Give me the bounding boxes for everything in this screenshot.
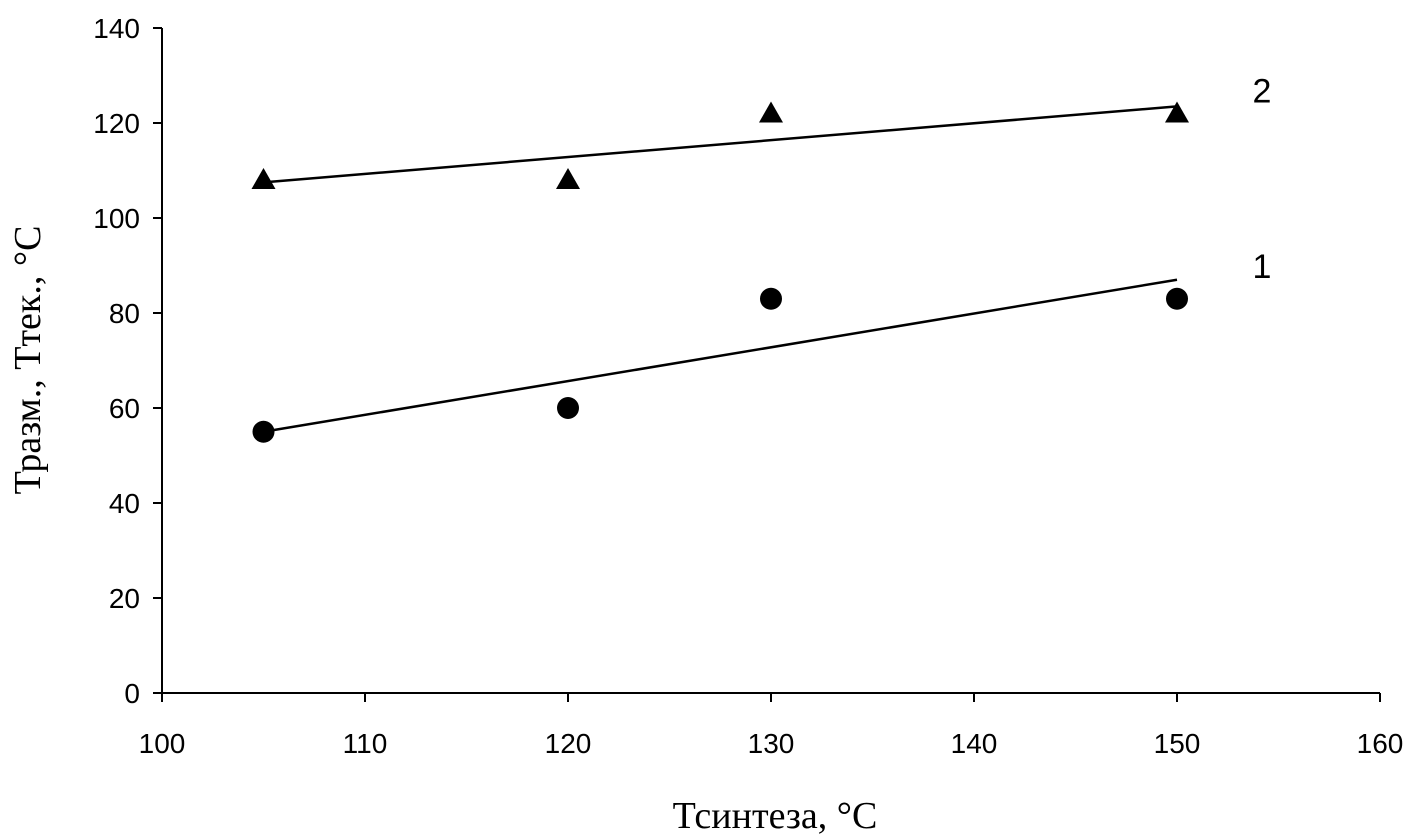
y-axis-title: Тразм., Ттек., °С <box>7 226 49 495</box>
x-tick-label: 120 <box>545 728 592 759</box>
labels: 12 <box>1253 72 1272 285</box>
x-tick-label: 140 <box>951 728 998 759</box>
axes: 0 20 40 60 80 100 120 140 100 110 120 130 140 150 160 <box>93 13 1403 759</box>
x-tick-label: 130 <box>748 728 795 759</box>
series-label-2: 2 <box>1253 72 1272 110</box>
data-point-series-2 <box>1165 101 1189 123</box>
data-point-series-2 <box>251 168 276 189</box>
y-tick-label: 60 <box>109 393 140 424</box>
data-point-series-2 <box>759 101 783 123</box>
data-point-series-1 <box>1166 287 1188 310</box>
y-tick-label: 20 <box>109 583 140 614</box>
data-point-series-1 <box>252 420 275 443</box>
trendline-series-2 <box>263 105 1178 184</box>
y-tick-label: 120 <box>93 108 140 139</box>
y-tick-label: 100 <box>93 203 140 234</box>
x-tick-label: 150 <box>1154 728 1201 759</box>
x-tick-label: 160 <box>1357 728 1404 759</box>
trendlines <box>263 105 1178 433</box>
series-label-1: 1 <box>1253 248 1272 286</box>
trendline-series-1 <box>263 278 1178 433</box>
y-tick-label: 80 <box>109 298 140 329</box>
y-tick-label: 140 <box>93 13 140 44</box>
y-tick-label: 0 <box>124 678 140 709</box>
data-point-series-1 <box>760 287 782 310</box>
x-tick-label: 110 <box>343 728 388 759</box>
markers <box>251 101 1189 443</box>
x-tick-label: 100 <box>139 728 186 759</box>
y-tick-label: 40 <box>109 488 140 519</box>
data-point-series-1 <box>557 397 579 419</box>
x-axis-title: Тсинтеза, °С <box>673 795 878 837</box>
data-point-series-2 <box>556 168 580 189</box>
